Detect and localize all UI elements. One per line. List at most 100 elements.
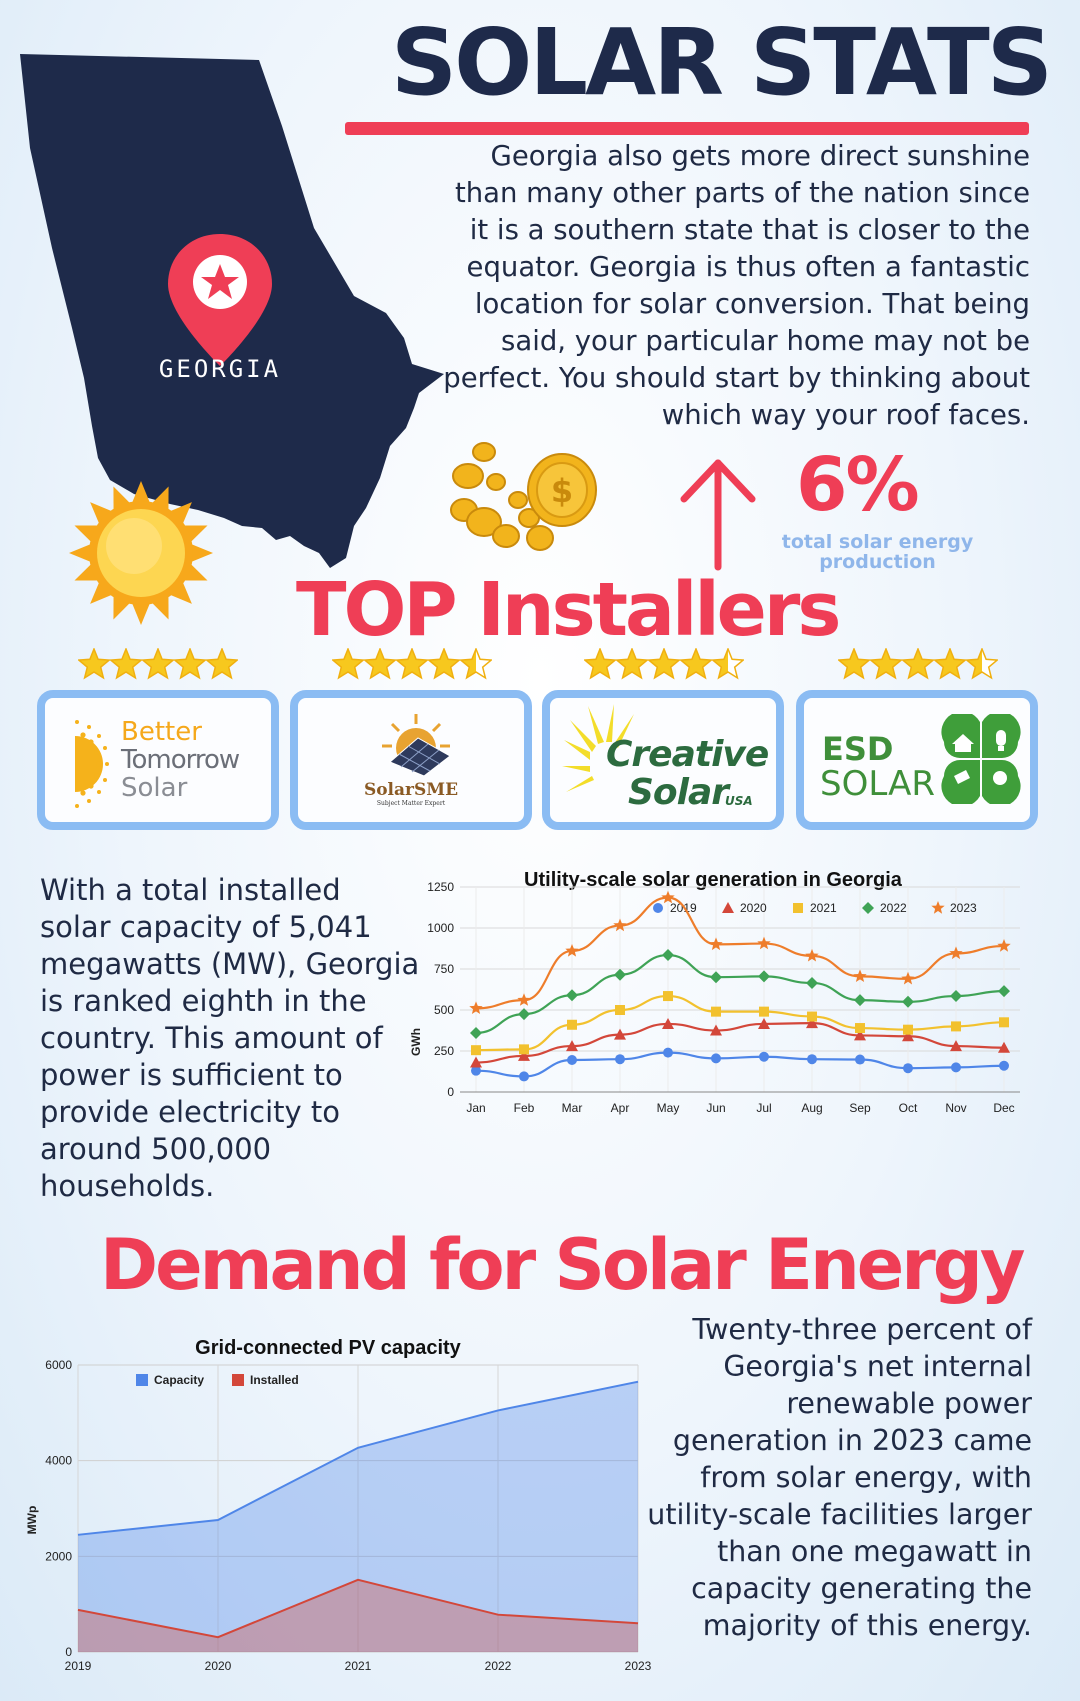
data-point <box>759 1051 769 1062</box>
data-point <box>662 1017 674 1029</box>
data-point <box>853 969 867 982</box>
data-point <box>998 1041 1010 1053</box>
chart-title: Grid-connected PV capacity <box>195 1337 462 1359</box>
legend-marker <box>722 902 734 913</box>
data-point <box>519 1071 529 1082</box>
legend-swatch <box>232 1374 244 1386</box>
legend-label: Installed <box>250 1373 299 1387</box>
installer-card-esd-solar[interactable]: ESD SOLAR <box>796 690 1038 830</box>
data-point <box>998 985 1010 998</box>
sun-small-icon <box>993 771 1007 785</box>
data-point <box>807 1011 817 1022</box>
rating-star-icon <box>332 648 366 680</box>
rating-star-icon <box>426 648 462 680</box>
data-point <box>758 970 770 983</box>
data-point <box>469 1001 483 1014</box>
legend-marker <box>653 903 663 913</box>
data-point <box>949 946 963 960</box>
stat-value: 6% <box>796 442 920 528</box>
installer-card-creative-solar[interactable]: Creative Solar USA <box>542 690 784 830</box>
y-tick-label: 1000 <box>427 921 454 935</box>
x-tick-label: Sep <box>849 1101 871 1115</box>
stat-caption: total solar energy production <box>781 531 974 573</box>
series-line <box>77 1380 639 1536</box>
data-point <box>567 1019 577 1030</box>
installer-name-line3: USA <box>725 794 753 808</box>
legend-label: 2023 <box>950 901 977 915</box>
x-tick-label: Dec <box>993 1101 1014 1115</box>
y-tick-label: 6000 <box>45 1358 72 1372</box>
x-tick-label: Feb <box>514 1101 535 1115</box>
y-tick-label: 1250 <box>427 880 454 894</box>
y-tick-label: 750 <box>434 962 454 976</box>
x-tick-label: Oct <box>899 1101 918 1115</box>
installer-name-line2: SOLAR <box>820 764 935 804</box>
data-point <box>471 1045 481 1056</box>
solar-panel-logo-icon <box>382 714 451 777</box>
arrow-up-icon <box>680 459 756 571</box>
y-tick-label: 4000 <box>45 1454 72 1468</box>
installer-card-solarsme[interactable]: SolarSME Subject Matter Expert <box>290 690 532 830</box>
installer-name-line1: Creative <box>606 734 769 775</box>
data-point <box>711 1006 721 1017</box>
series-line <box>475 1051 1005 1078</box>
installer-card-better-tomorrow[interactable]: Better Tomorrow Solar <box>37 690 279 830</box>
chart-title: Utility-scale solar generation in Georgi… <box>524 869 903 891</box>
y-tick-label: 0 <box>65 1645 72 1659</box>
data-point <box>518 1008 530 1021</box>
data-point <box>470 1056 482 1068</box>
sun-icon <box>69 481 213 625</box>
rating-star-icon <box>584 648 618 680</box>
installer-name-line3: Solar <box>121 773 188 803</box>
pv-capacity-area-chart: Grid-connected PV capacity MWp Capacity I… <box>25 1337 652 1673</box>
installer-name-line2: Solar <box>628 772 729 813</box>
x-tick-label: 2019 <box>65 1659 92 1673</box>
x-tick-label: Mar <box>562 1101 583 1115</box>
data-point <box>565 944 579 957</box>
data-point <box>566 989 578 1002</box>
page-title: SOLAR STATS <box>390 9 1053 116</box>
data-point <box>902 1030 914 1042</box>
data-point <box>470 1026 482 1039</box>
x-tick-label: May <box>657 1101 680 1115</box>
series-area <box>78 1381 638 1652</box>
intro-paragraph: Georgia also gets more direct sunshine t… <box>443 140 1030 431</box>
y-axis-label: MWp <box>25 1506 39 1535</box>
x-tick-label: 2020 <box>205 1659 232 1673</box>
data-point <box>709 937 723 951</box>
data-point <box>711 1053 721 1064</box>
rating-star-icon <box>868 648 904 680</box>
data-point <box>710 1024 722 1036</box>
data-point <box>710 971 722 984</box>
legend-marker <box>862 902 874 914</box>
data-point <box>999 1017 1009 1028</box>
rating-star-icon <box>78 648 112 680</box>
rating-stars <box>332 648 492 680</box>
rating-star-icon <box>678 648 714 680</box>
y-tick-label: 250 <box>434 1044 454 1058</box>
legend-label: 2021 <box>810 901 837 915</box>
data-point <box>901 971 915 985</box>
data-point <box>855 1023 865 1034</box>
capacity-paragraph: With a total installed solar capacity of… <box>40 873 420 1203</box>
series-line <box>77 1578 639 1639</box>
y-tick-label: 500 <box>434 1003 454 1017</box>
installer-name-line2: Subject Matter Expert <box>376 800 446 807</box>
rating-star-icon <box>964 648 998 680</box>
rating-star-icon <box>108 648 144 680</box>
data-point <box>663 1047 673 1058</box>
rating-star-icon <box>362 648 398 680</box>
legend-label: 2020 <box>740 901 767 915</box>
house-icon <box>952 734 974 752</box>
x-tick-label: Jun <box>706 1101 725 1115</box>
x-tick-label: Nov <box>945 1101 966 1115</box>
series-line <box>475 994 1005 1052</box>
series-line <box>475 953 1005 1035</box>
half-sun-logo-icon <box>75 720 109 808</box>
x-tick-label: Apr <box>611 1101 630 1115</box>
y-tick-label: 0 <box>447 1085 454 1099</box>
data-point <box>661 890 675 904</box>
series-line <box>475 1022 1005 1064</box>
rating-star-icon <box>900 648 936 680</box>
data-point <box>566 1040 578 1052</box>
